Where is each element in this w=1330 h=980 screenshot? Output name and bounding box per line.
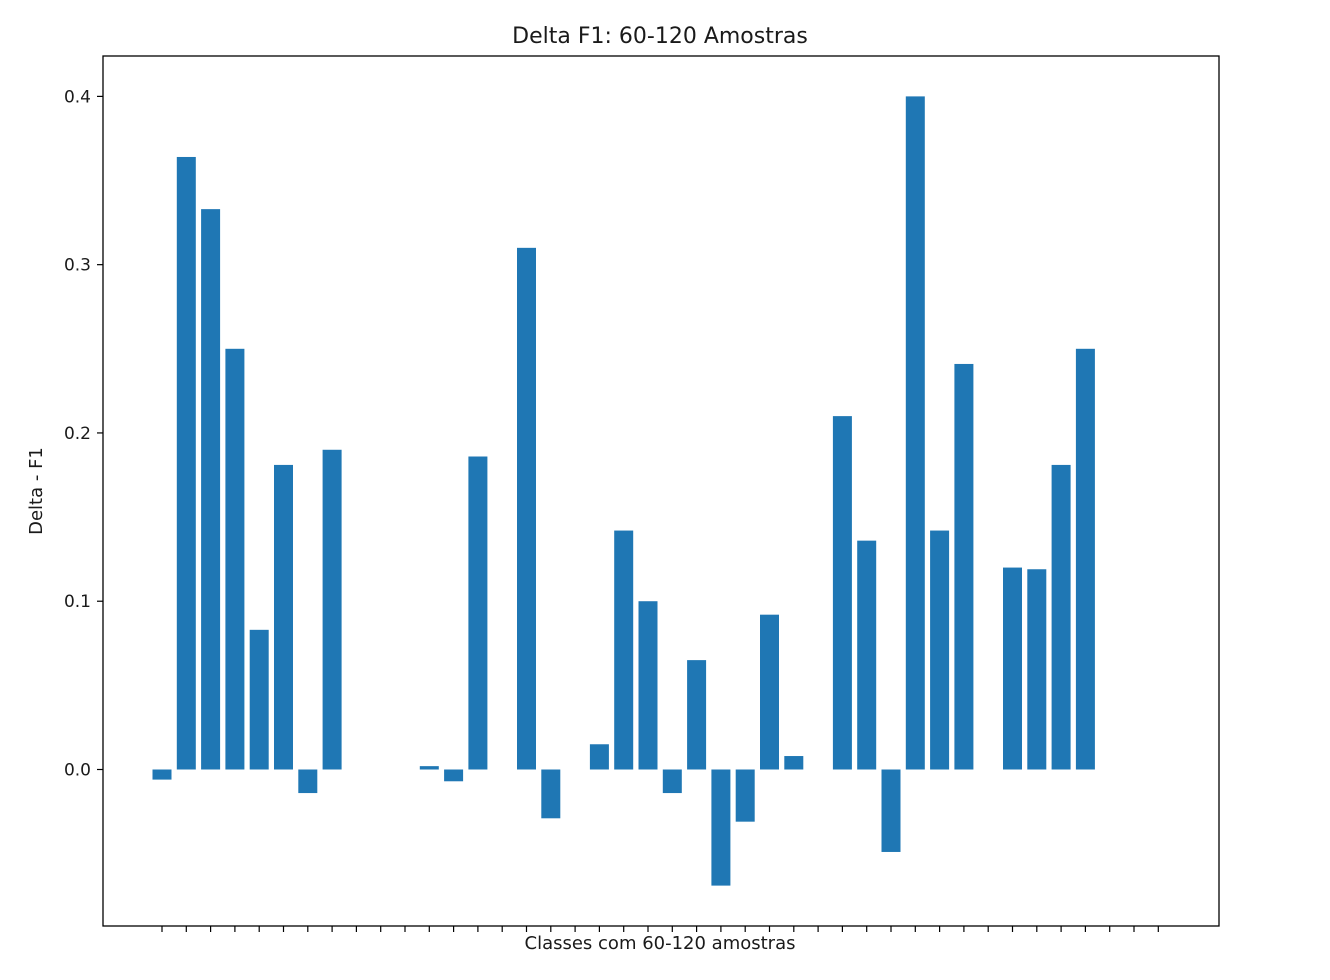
plot-frame — [102, 55, 1220, 927]
y-tick-label-1: 0.1 — [64, 592, 91, 612]
bar-38 — [1075, 348, 1095, 770]
bar-25 — [760, 614, 779, 770]
bar-18 — [589, 744, 609, 770]
y-tick-label-3: 0.3 — [64, 256, 91, 276]
bar-23 — [711, 769, 731, 886]
bar-37 — [1051, 464, 1071, 770]
bar-30 — [881, 769, 901, 852]
bar-26 — [784, 756, 804, 770]
bar-36 — [1027, 569, 1047, 770]
bar-16 — [541, 769, 561, 819]
bar-24 — [735, 769, 755, 822]
bar-13 — [468, 456, 488, 770]
bar-7 — [322, 449, 342, 770]
bar-19 — [614, 530, 634, 770]
bar-11 — [419, 766, 439, 770]
x-axis — [161, 926, 1159, 932]
bar-15 — [517, 247, 536, 770]
bar-4 — [249, 629, 269, 770]
y-axis: 0.0 0.1 0.2 0.3 0.4 — [64, 87, 103, 781]
bar-2 — [201, 209, 221, 770]
y-axis-label: Delta - F1 — [26, 447, 47, 535]
bar-0 — [152, 769, 172, 780]
x-axis-label: Classes com 60-120 amostras — [525, 933, 796, 954]
y-tick-label-2: 0.2 — [64, 424, 91, 444]
bar-32 — [930, 530, 950, 770]
bar-3 — [225, 348, 245, 770]
bar-6 — [298, 769, 318, 794]
bar-33 — [954, 363, 974, 770]
bar-22 — [687, 660, 707, 770]
bars — [152, 96, 1095, 886]
bar-28 — [832, 416, 852, 770]
bar-12 — [444, 769, 464, 782]
bar-31 — [905, 96, 925, 770]
y-tick-label-4: 0.4 — [64, 87, 91, 107]
chart-title: Delta F1: 60-120 Amostras — [512, 24, 808, 49]
bar-5 — [274, 464, 293, 770]
bar-1 — [176, 156, 196, 770]
bar-21 — [662, 769, 682, 794]
bar-35 — [1003, 567, 1022, 770]
y-tick-label-0: 0.0 — [64, 761, 91, 781]
bar-29 — [857, 540, 877, 770]
bar-20 — [638, 601, 658, 770]
